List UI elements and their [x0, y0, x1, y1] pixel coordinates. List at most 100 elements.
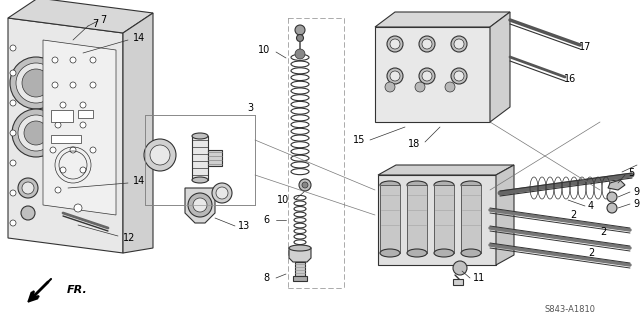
Bar — [407, 185, 427, 253]
Circle shape — [387, 36, 403, 52]
Circle shape — [90, 57, 96, 63]
Circle shape — [10, 130, 16, 136]
Polygon shape — [496, 165, 514, 265]
Text: 9: 9 — [633, 187, 639, 197]
Ellipse shape — [380, 181, 400, 189]
Circle shape — [22, 69, 50, 97]
Circle shape — [390, 39, 400, 49]
Circle shape — [390, 71, 400, 81]
Polygon shape — [185, 188, 215, 223]
Bar — [293, 276, 307, 281]
Text: S843-A1810: S843-A1810 — [545, 306, 595, 315]
Circle shape — [193, 198, 207, 212]
Circle shape — [607, 192, 617, 202]
Polygon shape — [378, 175, 496, 265]
Text: 8: 8 — [264, 273, 270, 283]
Text: 2: 2 — [600, 227, 606, 237]
Polygon shape — [8, 0, 153, 33]
Circle shape — [18, 115, 54, 151]
Text: 11: 11 — [473, 273, 485, 283]
Polygon shape — [43, 40, 116, 215]
Polygon shape — [123, 13, 153, 253]
Bar — [434, 185, 454, 253]
Circle shape — [216, 187, 228, 199]
Circle shape — [16, 63, 56, 103]
Text: 2: 2 — [588, 248, 595, 258]
Bar — [295, 262, 305, 276]
Bar — [208, 150, 222, 166]
Circle shape — [150, 145, 170, 165]
Ellipse shape — [380, 249, 400, 257]
Polygon shape — [375, 12, 510, 27]
Circle shape — [10, 100, 16, 106]
Text: 9: 9 — [633, 199, 639, 209]
Circle shape — [454, 71, 464, 81]
Ellipse shape — [407, 249, 427, 257]
Circle shape — [454, 39, 464, 49]
Bar — [407, 185, 427, 253]
Circle shape — [52, 57, 58, 63]
Circle shape — [10, 220, 16, 226]
Text: 14: 14 — [133, 176, 145, 186]
Circle shape — [52, 82, 58, 88]
Circle shape — [60, 167, 66, 173]
Circle shape — [70, 57, 76, 63]
Text: 7: 7 — [92, 19, 99, 29]
Bar — [51, 135, 81, 143]
Circle shape — [387, 68, 403, 84]
Circle shape — [24, 121, 48, 145]
Text: 10: 10 — [276, 195, 289, 205]
Bar — [192, 136, 208, 180]
Bar — [51, 110, 73, 122]
Circle shape — [10, 190, 16, 196]
Circle shape — [50, 147, 56, 153]
Text: FR.: FR. — [67, 285, 88, 295]
Text: 18: 18 — [408, 139, 420, 149]
Text: 3: 3 — [247, 103, 253, 113]
Circle shape — [144, 139, 176, 171]
Circle shape — [302, 182, 308, 188]
Circle shape — [80, 102, 86, 108]
Circle shape — [453, 261, 467, 275]
Circle shape — [10, 70, 16, 76]
Text: 7: 7 — [100, 15, 106, 25]
Circle shape — [90, 147, 96, 153]
Ellipse shape — [461, 181, 481, 189]
Circle shape — [607, 203, 617, 213]
Circle shape — [419, 68, 435, 84]
Bar — [461, 185, 481, 253]
Polygon shape — [375, 27, 490, 122]
Text: 5: 5 — [628, 168, 634, 178]
Bar — [461, 185, 481, 253]
Text: 17: 17 — [579, 42, 591, 52]
Polygon shape — [490, 12, 510, 122]
Text: 6: 6 — [264, 215, 270, 225]
Ellipse shape — [434, 181, 454, 189]
Text: 4: 4 — [588, 201, 594, 211]
Polygon shape — [378, 165, 514, 175]
Circle shape — [422, 71, 432, 81]
Circle shape — [212, 183, 232, 203]
Circle shape — [60, 102, 66, 108]
Circle shape — [70, 147, 76, 153]
Ellipse shape — [407, 181, 427, 189]
Circle shape — [21, 206, 35, 220]
Circle shape — [10, 45, 16, 51]
Polygon shape — [8, 18, 123, 253]
Circle shape — [80, 167, 86, 173]
Circle shape — [18, 178, 38, 198]
Circle shape — [295, 25, 305, 35]
Bar — [453, 279, 463, 285]
Ellipse shape — [192, 133, 208, 139]
Circle shape — [22, 182, 34, 194]
Circle shape — [90, 82, 96, 88]
Bar — [380, 185, 400, 253]
Polygon shape — [289, 248, 311, 262]
Circle shape — [451, 68, 467, 84]
Text: 14: 14 — [133, 33, 145, 43]
Polygon shape — [608, 180, 625, 190]
Circle shape — [55, 187, 61, 193]
Circle shape — [296, 34, 303, 41]
Circle shape — [80, 122, 86, 128]
Ellipse shape — [289, 245, 311, 251]
